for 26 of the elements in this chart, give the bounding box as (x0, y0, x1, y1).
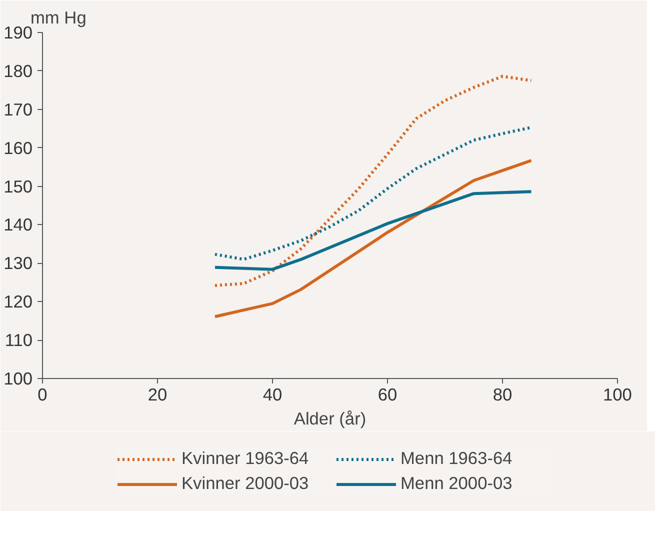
legend-label: Menn 2000-03 (400, 473, 514, 494)
y-tick-label: 120 (4, 292, 33, 312)
line-series (214, 159, 533, 318)
x-tick-label: 100 (603, 384, 632, 404)
y-axis-title: mm Hg (30, 8, 86, 28)
y-tick-label: 180 (4, 60, 33, 81)
x-axis-title: Alder (år) (294, 408, 366, 428)
y-tick-label: 150 (4, 176, 33, 196)
line-series (214, 126, 533, 261)
y-tick-label: 170 (4, 99, 33, 120)
y-tick-label: 100 (4, 368, 33, 388)
y-tick-label: 110 (4, 330, 33, 350)
x-tick-label: 0 (38, 384, 48, 404)
x-tick-label: 20 (148, 384, 168, 404)
line-series (214, 190, 533, 271)
legend-label: Kvinner 2000-03 (182, 473, 310, 494)
y-tick-label: 140 (4, 214, 33, 235)
legend-label: Menn 1963-64 (400, 448, 514, 469)
y-tick-label: 160 (4, 138, 33, 158)
y-tick-label: 130 (4, 253, 33, 274)
x-tick-label: 40 (262, 384, 282, 404)
y-tick-label: 190 (4, 22, 33, 42)
line-series (214, 74, 533, 287)
x-tick-label: 80 (492, 384, 512, 404)
legend-label: Kvinner 1963-64 (182, 448, 310, 469)
x-tick-label: 60 (378, 384, 398, 404)
